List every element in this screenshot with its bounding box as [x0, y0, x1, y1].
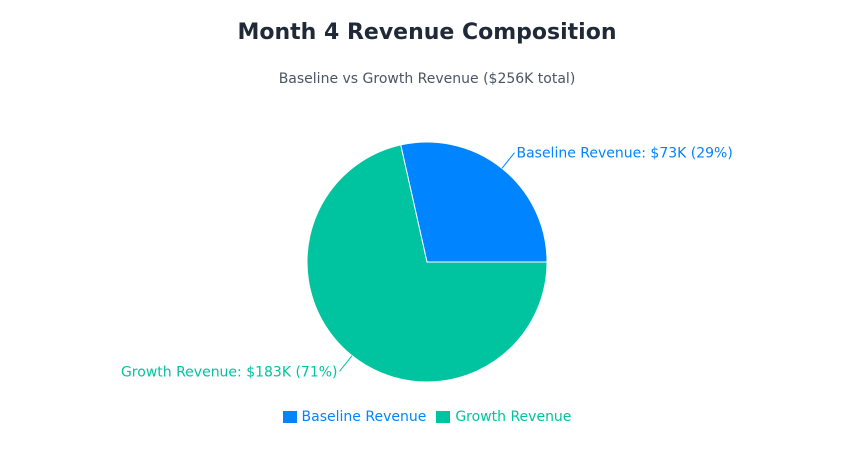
legend-swatch-growth [436, 411, 451, 423]
label-line-growth [339, 355, 353, 372]
legend-label-baseline: Baseline Revenue [301, 409, 427, 425]
chart-title: Month 4 Revenue Composition [237, 20, 617, 45]
chart-subtitle: Baseline vs Growth Revenue ($256K total) [278, 71, 576, 87]
label-line-baseline [501, 152, 515, 169]
legend-item-baseline[interactable]: Baseline Revenue [282, 409, 427, 425]
pie-slice-baseline[interactable] [400, 141, 548, 263]
pie-slices [306, 141, 548, 383]
legend-label-growth: Growth Revenue [455, 409, 572, 425]
legend-swatch-baseline [282, 411, 297, 423]
legend-item-growth[interactable]: Growth Revenue [436, 409, 571, 425]
slice-label-baseline: Baseline Revenue: $73K (29%) [516, 146, 732, 162]
pie-labels: Baseline Revenue: $73K (29%) Growth Reven… [121, 146, 733, 381]
chart-legend: Baseline Revenue Growth Revenue [0, 409, 854, 425]
slice-label-growth: Growth Revenue: $183K (71%) [121, 364, 338, 380]
